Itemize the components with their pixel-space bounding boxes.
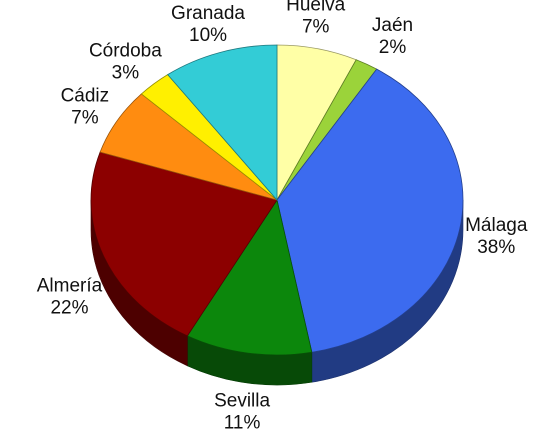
slice-label-malaga: Málaga 38%: [465, 215, 528, 258]
slice-label-huelva: Huelva 7%: [286, 0, 346, 37]
slice-name-malaga: Málaga: [465, 215, 528, 236]
slice-label-jaen: Jaén 2%: [372, 15, 413, 58]
pie-slice-malaga: [276, 68, 464, 353]
slice-value-sevilla: 11%: [224, 413, 261, 430]
slice-label-sevilla: Sevilla 11%: [214, 391, 270, 430]
slice-label-almeria: Almería 22%: [37, 275, 103, 318]
slice-name-jaen: Jaén: [372, 15, 413, 36]
pie-side-walls: [90, 199, 464, 386]
slice-label-granada: Granada 10%: [171, 3, 245, 46]
slice-name-sevilla: Sevilla: [214, 391, 270, 412]
slice-value-malaga: 38%: [477, 237, 515, 258]
slice-name-cordoba: Córdoba: [89, 40, 162, 61]
slice-value-almeria: 22%: [50, 297, 88, 318]
slice-name-almeria: Almería: [37, 275, 103, 296]
pie-slice-almeria: [90, 151, 278, 337]
slice-name-granada: Granada: [171, 3, 245, 24]
slice-name-huelva: Huelva: [286, 0, 346, 15]
pie-slices: [90, 44, 464, 356]
slice-label-cordoba: Córdoba 3%: [89, 40, 162, 83]
slice-value-cadiz: 7%: [71, 107, 99, 128]
slice-value-cordoba: 3%: [112, 62, 140, 83]
pie-labels: Huelva 7% Jaén 2%Málaga 38%Sevilla 11%Almería…: [37, 0, 528, 430]
slice-value-granada: 10%: [189, 25, 227, 46]
slice-label-cadiz: Cádiz 7%: [61, 85, 110, 128]
pie-slice-granada: [167, 44, 278, 202]
slice-value-huelva: 7%: [302, 16, 330, 37]
slice-value-jaen: 2%: [379, 37, 407, 58]
slice-name-cadiz: Cádiz: [61, 85, 110, 106]
pie-slice-sevilla: [186, 198, 313, 356]
